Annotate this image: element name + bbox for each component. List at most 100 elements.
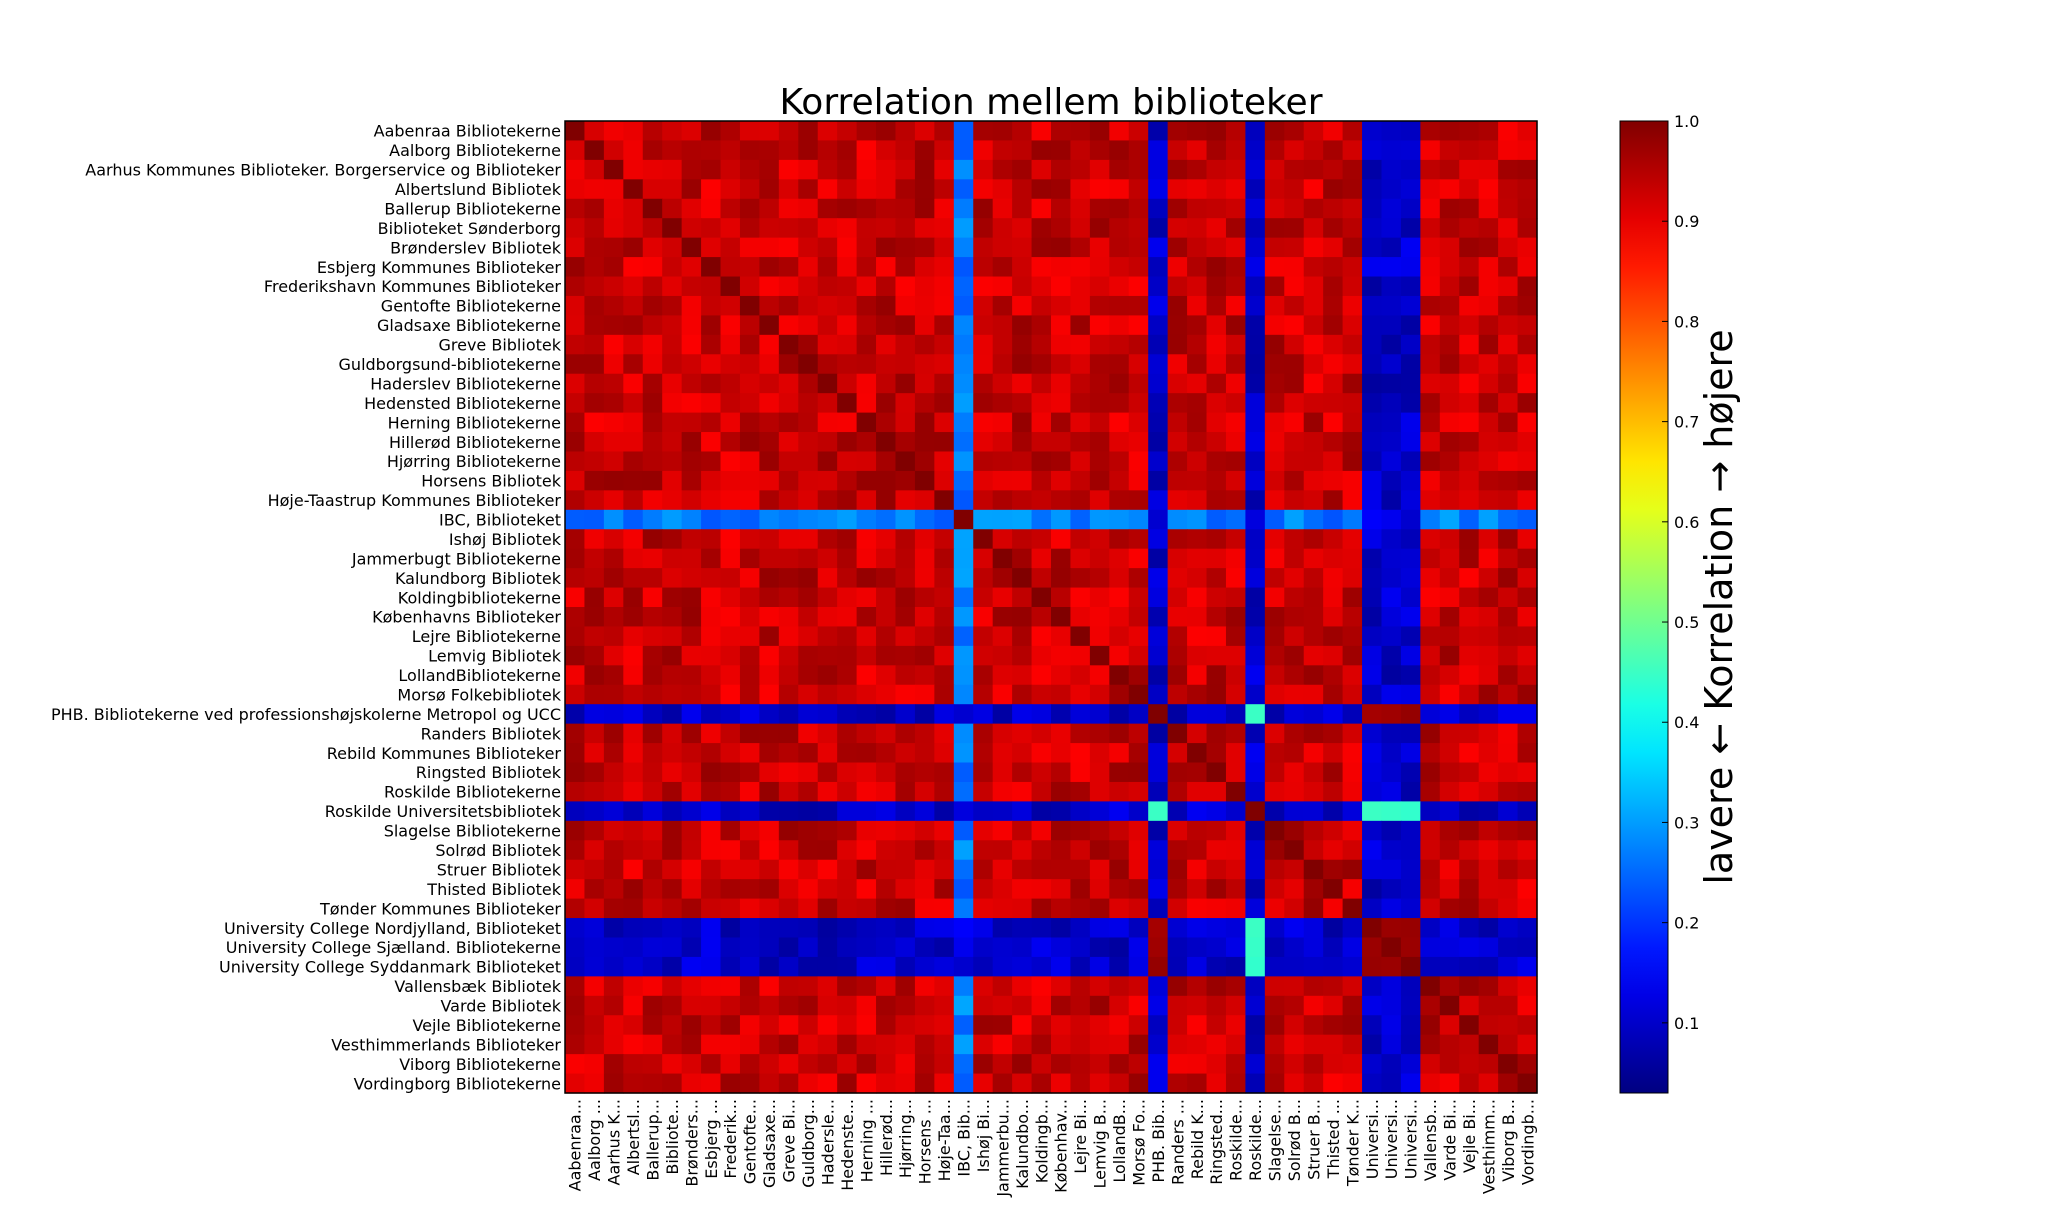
heatmap-cell bbox=[876, 393, 897, 414]
heatmap-cell bbox=[1303, 743, 1324, 764]
heatmap-cell bbox=[642, 295, 663, 316]
heatmap-cell bbox=[1284, 1034, 1305, 1055]
heatmap-cell bbox=[1128, 218, 1149, 239]
heatmap-cell bbox=[662, 1073, 683, 1094]
heatmap-cell bbox=[1051, 373, 1072, 394]
heatmap-cell bbox=[1109, 781, 1130, 802]
heatmap-cell bbox=[623, 995, 644, 1016]
heatmap-cell bbox=[895, 723, 916, 744]
heatmap-cell bbox=[778, 451, 799, 472]
heatmap-cell bbox=[1128, 801, 1149, 822]
heatmap-cell bbox=[1362, 529, 1383, 550]
heatmap-cell bbox=[1264, 334, 1285, 355]
heatmap-cell bbox=[1323, 354, 1344, 375]
heatmap-cell bbox=[720, 956, 741, 977]
heatmap-cell bbox=[642, 159, 663, 180]
heatmap-cell bbox=[1400, 412, 1421, 433]
heatmap-cell bbox=[837, 218, 858, 239]
heatmap-cell bbox=[1478, 762, 1499, 783]
heatmap-cell bbox=[914, 665, 935, 686]
row-label: Randers Bibliotek bbox=[421, 724, 562, 743]
heatmap-cell bbox=[1187, 859, 1208, 880]
heatmap-cell bbox=[1381, 354, 1402, 375]
heatmap-cell bbox=[759, 1015, 780, 1036]
heatmap-cell bbox=[1459, 723, 1480, 744]
heatmap-cell bbox=[1109, 548, 1130, 569]
heatmap-cell bbox=[1167, 373, 1188, 394]
heatmap-cell bbox=[973, 684, 994, 705]
heatmap-cell bbox=[1323, 315, 1344, 336]
heatmap-cell bbox=[1128, 1034, 1149, 1055]
heatmap-cell bbox=[876, 257, 897, 278]
heatmap-cell bbox=[1381, 529, 1402, 550]
heatmap-cell bbox=[876, 432, 897, 453]
heatmap-cell bbox=[1167, 607, 1188, 628]
heatmap-cell bbox=[565, 159, 586, 180]
heatmap-cell bbox=[584, 743, 605, 764]
heatmap-cell bbox=[1342, 393, 1363, 414]
heatmap-cell bbox=[642, 723, 663, 744]
heatmap-cell bbox=[876, 509, 897, 530]
heatmap-cell bbox=[1225, 879, 1246, 900]
heatmap-cell bbox=[1051, 548, 1072, 569]
heatmap-cell bbox=[603, 509, 624, 530]
heatmap-cell bbox=[584, 354, 605, 375]
heatmap-cell bbox=[973, 1054, 994, 1075]
heatmap-cell bbox=[1381, 315, 1402, 336]
heatmap-cell bbox=[1420, 490, 1441, 511]
heatmap-cell bbox=[1031, 373, 1052, 394]
heatmap-cell bbox=[1498, 121, 1519, 142]
heatmap-cell bbox=[1400, 1073, 1421, 1094]
heatmap-cell bbox=[1070, 237, 1091, 258]
heatmap-cells bbox=[565, 121, 1538, 1094]
heatmap-cell bbox=[1031, 121, 1052, 142]
heatmap-cell bbox=[1109, 1034, 1130, 1055]
heatmap-cell bbox=[1128, 665, 1149, 686]
heatmap-cell bbox=[1517, 840, 1538, 861]
column-label: Struer B... bbox=[1304, 1099, 1323, 1180]
heatmap-cell bbox=[1187, 918, 1208, 939]
heatmap-cell bbox=[1323, 295, 1344, 316]
heatmap-cell bbox=[1245, 995, 1266, 1016]
heatmap-cell bbox=[1245, 840, 1266, 861]
heatmap-cell bbox=[1517, 432, 1538, 453]
heatmap-cell bbox=[1109, 956, 1130, 977]
heatmap-cell bbox=[1284, 607, 1305, 628]
heatmap-cell bbox=[1187, 1015, 1208, 1036]
heatmap-cell bbox=[934, 354, 955, 375]
heatmap-cell bbox=[1362, 1054, 1383, 1075]
heatmap-cell bbox=[662, 198, 683, 219]
heatmap-cell bbox=[914, 334, 935, 355]
heatmap-cell bbox=[1381, 218, 1402, 239]
heatmap-cell bbox=[1342, 237, 1363, 258]
heatmap-cell bbox=[1264, 587, 1285, 608]
heatmap-cell bbox=[973, 529, 994, 550]
heatmap-cell bbox=[953, 723, 974, 744]
heatmap-cell bbox=[953, 976, 974, 997]
heatmap-cell bbox=[1031, 568, 1052, 589]
heatmap-cell bbox=[953, 956, 974, 977]
heatmap-cell bbox=[1128, 179, 1149, 200]
heatmap-cell bbox=[1342, 840, 1363, 861]
heatmap-cell bbox=[642, 645, 663, 666]
heatmap-cell bbox=[1381, 1054, 1402, 1075]
heatmap-cell bbox=[623, 801, 644, 822]
heatmap-cell bbox=[565, 1073, 586, 1094]
heatmap-cell bbox=[1400, 295, 1421, 316]
heatmap-cell bbox=[1362, 607, 1383, 628]
heatmap-cell bbox=[1109, 1015, 1130, 1036]
heatmap-cell bbox=[895, 645, 916, 666]
heatmap-cell bbox=[1206, 820, 1227, 841]
heatmap-cell bbox=[778, 995, 799, 1016]
heatmap-cell bbox=[837, 607, 858, 628]
heatmap-cell bbox=[1167, 509, 1188, 530]
heatmap-cell bbox=[1167, 470, 1188, 491]
heatmap-cell bbox=[701, 1073, 722, 1094]
heatmap-cell bbox=[876, 237, 897, 258]
heatmap-cell bbox=[1342, 918, 1363, 939]
heatmap-cell bbox=[1478, 879, 1499, 900]
heatmap-cell bbox=[992, 237, 1013, 258]
heatmap-cell bbox=[1089, 956, 1110, 977]
heatmap-cell bbox=[759, 257, 780, 278]
heatmap-cell bbox=[662, 354, 683, 375]
